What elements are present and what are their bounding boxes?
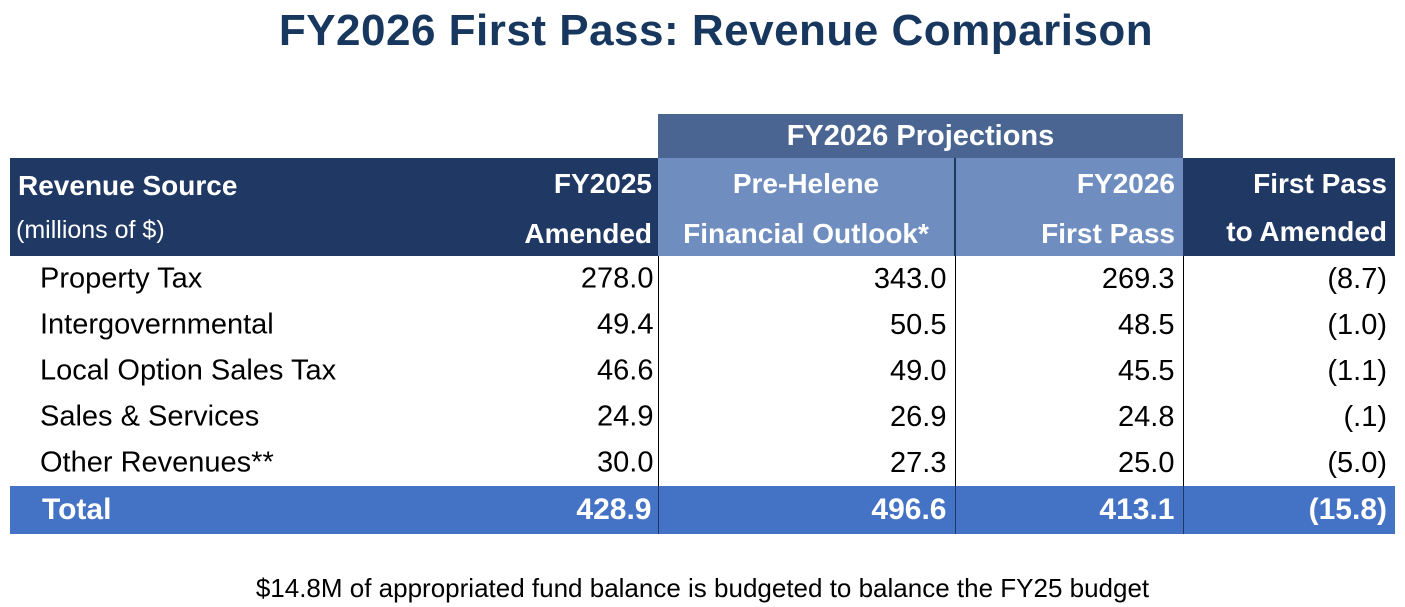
difference-header-line1: First Pass bbox=[1253, 168, 1387, 200]
pre-helene-value: 50.5 bbox=[658, 302, 955, 348]
fy2025-header-line1: FY2025 bbox=[554, 168, 652, 200]
difference-value: (.1) bbox=[1183, 394, 1395, 440]
table-row: Intergovernmental 49.4 50.5 48.5 (1.0) bbox=[10, 302, 1395, 348]
pre-helene-value: 26.9 bbox=[658, 394, 955, 440]
first-pass-header-line2: First Pass bbox=[1041, 218, 1175, 250]
table-row: Other Revenues** 30.0 27.3 25.0 (5.0) bbox=[10, 440, 1395, 486]
first-pass-value: 25.0 bbox=[955, 440, 1183, 486]
row-source-label: Property Tax bbox=[40, 263, 202, 296]
group-header-row: FY2026 Projections bbox=[10, 114, 1395, 158]
first-pass-value: 45.5 bbox=[955, 348, 1183, 394]
difference-value: (1.0) bbox=[1183, 302, 1395, 348]
first-pass-header-line1: FY2026 bbox=[1077, 168, 1175, 200]
page-title: FY2026 First Pass: Revenue Comparison bbox=[0, 6, 1405, 56]
fy2025-value: 278.0 bbox=[581, 263, 654, 296]
fy2026-projections-header: FY2026 Projections bbox=[658, 114, 1183, 158]
table-row: Property Tax 278.0 343.0 269.3 (8.7) bbox=[10, 256, 1395, 302]
first-pass-value: 269.3 bbox=[955, 256, 1183, 302]
difference-header: First Pass to Amended bbox=[1183, 158, 1395, 256]
difference-header-line2: to Amended bbox=[1226, 216, 1387, 248]
column-header-row: Revenue Source (millions of $) FY2025 Am… bbox=[10, 158, 1395, 256]
total-difference-value: (15.8) bbox=[1183, 486, 1395, 534]
total-fy2025-value: 428.9 bbox=[576, 493, 651, 527]
table-row: Sales & Services 24.9 26.9 24.8 (.1) bbox=[10, 394, 1395, 440]
fy2025-value: 30.0 bbox=[597, 447, 653, 480]
row-source-label: Intergovernmental bbox=[40, 309, 274, 342]
total-label: Total bbox=[42, 493, 111, 527]
row-source-label: Local Option Sales Tax bbox=[40, 355, 336, 388]
pre-helene-value: 27.3 bbox=[658, 440, 955, 486]
table-row: Local Option Sales Tax 46.6 49.0 45.5 (1.… bbox=[10, 348, 1395, 394]
fy2025-header-line2: Amended bbox=[524, 218, 652, 250]
revenue-table: FY2026 Projections Revenue Source (milli… bbox=[10, 114, 1395, 534]
first-pass-header: FY2026 First Pass bbox=[955, 158, 1183, 256]
units-subtitle: (millions of $) bbox=[16, 216, 165, 245]
total-row: Total 428.9 496.6 413.1 (15.8) bbox=[10, 486, 1395, 534]
total-first-pass-value: 413.1 bbox=[955, 486, 1183, 534]
row-source-label: Sales & Services bbox=[40, 401, 259, 434]
pre-helene-header-line1: Pre-Helene bbox=[658, 168, 954, 200]
revenue-source-title: Revenue Source bbox=[18, 170, 237, 202]
row-source-label: Other Revenues** bbox=[40, 447, 274, 480]
first-pass-value: 48.5 bbox=[955, 302, 1183, 348]
pre-helene-header: Pre-Helene Financial Outlook* bbox=[658, 158, 955, 256]
difference-value: (1.1) bbox=[1183, 348, 1395, 394]
fy2025-value: 24.9 bbox=[597, 401, 653, 434]
slide: FY2026 First Pass: Revenue Comparison FY… bbox=[0, 0, 1405, 607]
fy2025-value: 49.4 bbox=[597, 309, 653, 342]
total-pre-helene-value: 496.6 bbox=[658, 486, 955, 534]
first-pass-value: 24.8 bbox=[955, 394, 1183, 440]
pre-helene-header-line2: Financial Outlook* bbox=[658, 218, 954, 250]
difference-value: (5.0) bbox=[1183, 440, 1395, 486]
revenue-source-header: Revenue Source (millions of $) FY2025 Am… bbox=[10, 158, 658, 256]
footnote: $14.8M of appropriated fund balance is b… bbox=[0, 573, 1405, 604]
difference-value: (8.7) bbox=[1183, 256, 1395, 302]
pre-helene-value: 49.0 bbox=[658, 348, 955, 394]
pre-helene-value: 343.0 bbox=[658, 256, 955, 302]
fy2025-value: 46.6 bbox=[597, 355, 653, 388]
